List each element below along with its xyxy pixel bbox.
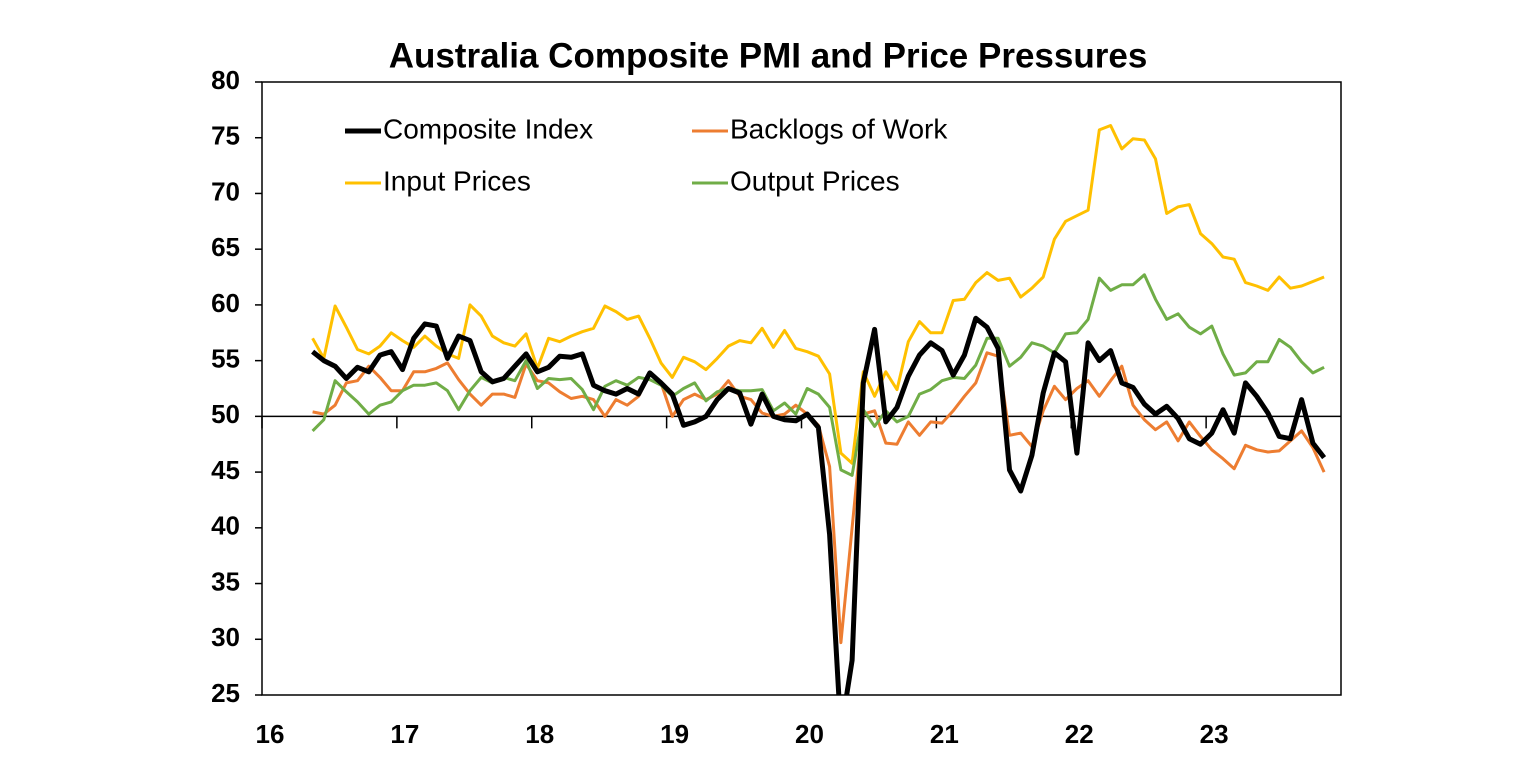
- y-tick-label: 65: [211, 232, 240, 262]
- y-tick-label: 40: [211, 511, 240, 541]
- y-tick-label: 70: [211, 176, 240, 206]
- y-tick-label: 30: [211, 622, 240, 652]
- legend-label: Input Prices: [383, 165, 531, 196]
- y-tick-label: 25: [211, 678, 240, 708]
- y-tick-label: 50: [211, 399, 240, 429]
- y-tick-label: 55: [211, 344, 240, 374]
- x-tick-label: 19: [660, 719, 689, 749]
- plot-frame: [261, 81, 1342, 696]
- x-tick-label: 22: [1065, 719, 1094, 749]
- y-tick-label: 75: [211, 121, 240, 151]
- x-tick-label: 18: [525, 719, 554, 749]
- y-tick-label: 80: [211, 65, 240, 95]
- legend-label: Composite Index: [383, 113, 593, 144]
- series-line: [311, 124, 1325, 465]
- x-tick-label: 20: [795, 719, 824, 749]
- x-tick-label: 23: [1200, 719, 1229, 749]
- chart-title: Australia Composite PMI and Price Pressu…: [389, 36, 1148, 75]
- plot-lines: [311, 124, 1327, 695]
- y-tick-label: 60: [211, 288, 240, 318]
- x-tick-label: 16: [256, 719, 285, 749]
- x-tick-label: 21: [930, 719, 959, 749]
- series-line: [311, 315, 1327, 695]
- legend-label: Backlogs of Work: [730, 113, 948, 144]
- legend-label: Output Prices: [730, 165, 900, 196]
- y-tick-label: 35: [211, 566, 240, 596]
- series-line: [311, 273, 1325, 477]
- y-tick-label: 45: [211, 455, 240, 485]
- x-tick-label: 17: [390, 719, 419, 749]
